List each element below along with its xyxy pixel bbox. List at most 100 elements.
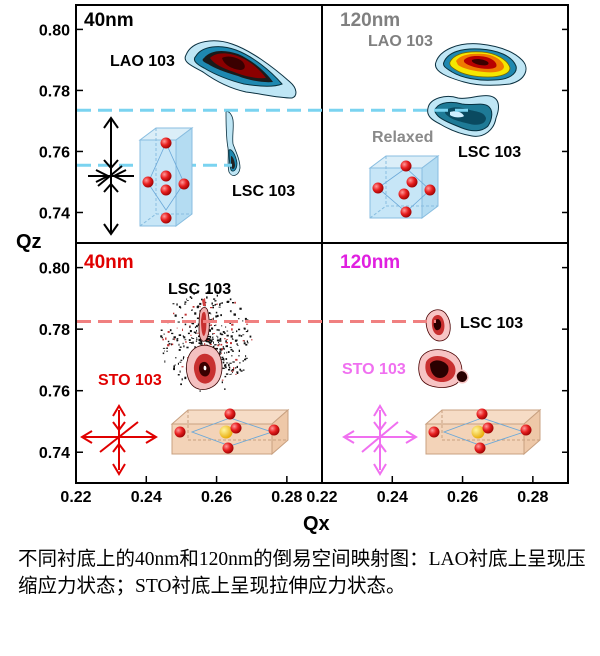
p3-noise-dot xyxy=(184,339,187,341)
p3-noise-dot xyxy=(217,336,219,339)
p3-noise-dot xyxy=(232,361,235,363)
p3-noise-dot xyxy=(183,336,186,339)
p3-noise-dot xyxy=(165,337,167,340)
p3-noise-dot xyxy=(230,342,232,345)
p3-noise-dot xyxy=(247,329,249,332)
p3-noise-dot xyxy=(198,338,201,342)
p3-noise-dot xyxy=(201,343,203,345)
p3-noise-dot xyxy=(195,332,197,334)
p3-noise-dot xyxy=(220,314,222,317)
p3-noise-dot xyxy=(199,342,203,345)
p3-noise-dot xyxy=(220,343,223,346)
p3-noise-dot xyxy=(251,339,253,341)
p3-noise-dot xyxy=(193,293,195,295)
p3-lsc-peak xyxy=(198,298,210,342)
p3-noise-dot xyxy=(194,326,196,329)
p3-noise-dot xyxy=(245,343,248,346)
p3-noise-dot xyxy=(226,330,229,332)
p3-noise-dot xyxy=(245,331,248,333)
p3-noise-dot xyxy=(184,323,187,326)
p3-noise-dot xyxy=(228,369,231,371)
p3-noise-dot xyxy=(197,323,200,326)
p3-noise-dot xyxy=(222,361,225,364)
p4-sto-label: STO 103 xyxy=(342,361,406,378)
p3-noise-dot xyxy=(229,346,232,348)
p3-noise-dot xyxy=(171,343,172,346)
axis-ticks: 0.80 0.78 0.76 0.74 0.80 0.78 0.76 0.74 0.22 0.24… xyxy=(39,22,568,506)
p3-noise-dot xyxy=(215,344,217,346)
p3-noise-dot xyxy=(196,337,198,339)
p3-noise-dot xyxy=(225,373,229,375)
p3-noise-dot xyxy=(208,329,211,332)
p3-noise-dot xyxy=(216,347,218,350)
p3-noise-dot xyxy=(205,340,208,343)
p3-noise-dot xyxy=(201,298,203,301)
x-tick-label: 0.26 xyxy=(201,489,232,506)
p3-noise-dot xyxy=(212,305,215,306)
p3-noise-dot xyxy=(219,337,222,341)
p3-noise-dot xyxy=(198,335,201,338)
p3-noise-dot xyxy=(198,342,201,344)
p3-noise-dot xyxy=(208,337,211,339)
p3-unit-cell xyxy=(170,408,290,456)
p3-noise-dot xyxy=(191,309,193,311)
p3-noise-dot xyxy=(231,350,234,352)
p3-noise-dot xyxy=(195,340,198,342)
p3-noise-dot xyxy=(247,319,249,321)
y-axis-label: Qz xyxy=(16,231,42,253)
p3-noise-dot xyxy=(229,362,232,364)
p3-noise-dot xyxy=(196,317,199,319)
p2-lsc-peak xyxy=(427,95,499,137)
p3-noise-dot xyxy=(214,325,216,327)
p3-noise-dot xyxy=(194,346,196,349)
p3-noise-dot xyxy=(224,338,226,340)
p3-noise-dot xyxy=(177,321,180,323)
p3-noise-dot xyxy=(225,326,227,328)
p2-lsc-label: LSC 103 xyxy=(458,144,521,161)
p3-noise-dot xyxy=(164,350,165,352)
p3-noise-dot xyxy=(222,346,224,348)
p3-noise-dot xyxy=(192,341,194,344)
figure-caption: 不同衬底上的40nm和120nm的倒易空间映射图：LAO衬底上呈现压缩应力状态；… xyxy=(18,549,586,597)
y-tick-label: 0.74 xyxy=(39,445,70,462)
p3-noise-dot xyxy=(218,329,220,332)
p3-noise-dot xyxy=(210,341,212,344)
p3-noise-dot xyxy=(183,345,185,348)
p3-noise-dot xyxy=(189,296,192,298)
p3-noise-dot xyxy=(210,313,212,315)
p2-unit-cell xyxy=(368,155,440,219)
p3-noise-dot xyxy=(215,311,218,314)
p3-noise-dot xyxy=(184,301,187,303)
x-tick-label: 0.24 xyxy=(377,489,408,506)
p3-noise-dot xyxy=(236,343,238,346)
p1-lsc-label: LSC 103 xyxy=(232,183,295,200)
p3-noise-dot xyxy=(242,340,245,342)
p3-noise-dot xyxy=(211,327,213,330)
p3-sto-peak xyxy=(186,344,223,390)
p3-noise-dot xyxy=(199,390,201,392)
p3-noise-dot xyxy=(244,317,247,320)
p3-stress-arrows xyxy=(80,404,158,476)
p3-noise-dot xyxy=(167,344,170,347)
p3-noise-dot xyxy=(211,338,214,340)
p4-stress-arrows xyxy=(342,404,418,476)
p3-noise-dot xyxy=(190,297,193,299)
p3-noise-dot xyxy=(242,320,244,322)
p3-noise-dot xyxy=(212,333,214,335)
p3-noise-dot xyxy=(162,347,166,349)
p3-noise-dot xyxy=(174,314,177,317)
p3-noise-dot xyxy=(220,302,222,304)
p3-noise-dot xyxy=(247,341,249,344)
p3-noise-dot xyxy=(183,335,184,337)
p3-noise-dot xyxy=(213,298,216,300)
p3-noise-dot xyxy=(239,362,241,364)
p3-noise-dot xyxy=(218,353,221,355)
p2-title: 120nm xyxy=(340,10,400,31)
p3-noise-dot xyxy=(179,346,182,348)
p3-noise-dot xyxy=(230,335,233,338)
p3-noise-dot xyxy=(226,339,228,340)
p3-noise-dot xyxy=(173,336,176,339)
p3-noise-dot xyxy=(243,342,246,345)
p3-noise-dot xyxy=(238,334,241,337)
p3-noise-dot xyxy=(230,369,232,372)
